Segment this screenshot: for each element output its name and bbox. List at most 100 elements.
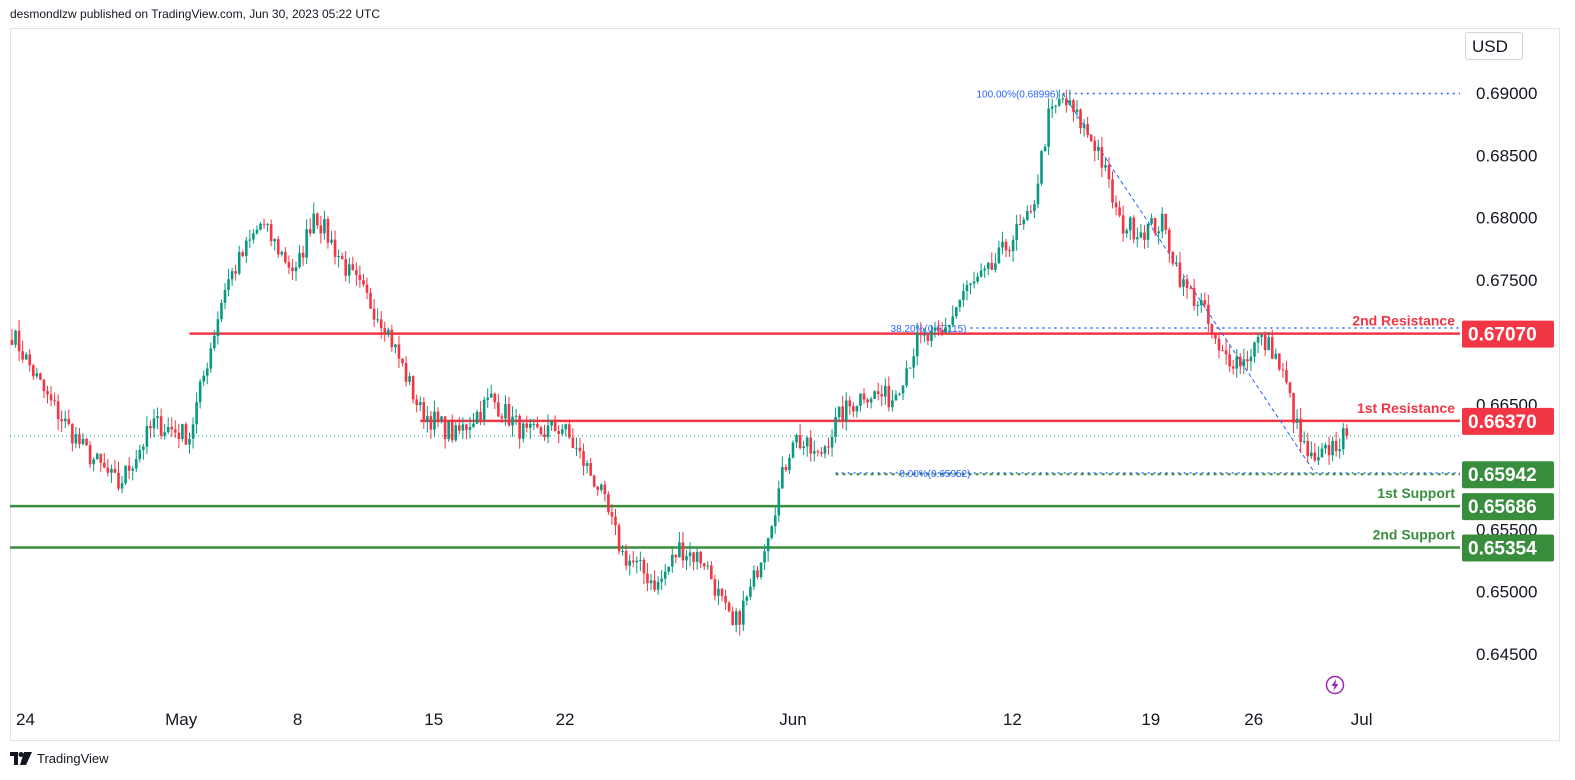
candle-body (493, 393, 497, 403)
candle-body (859, 393, 862, 406)
candle-body (259, 223, 262, 230)
candle-body (1214, 332, 1217, 339)
candle-body (1341, 428, 1345, 450)
lightning-icon[interactable] (1325, 675, 1345, 695)
candle-body (997, 247, 1001, 264)
candle-body (706, 565, 710, 567)
candle-body (447, 421, 450, 440)
price-tag (1462, 534, 1554, 562)
candle-body (710, 565, 713, 580)
candle-body (85, 438, 88, 446)
y-tick-label: 0.64500 (1476, 645, 1537, 664)
candle-body (1040, 151, 1043, 184)
candle-body (198, 381, 202, 403)
candle-body (1121, 215, 1125, 234)
candle-body (1086, 124, 1089, 135)
candle-body (60, 419, 63, 422)
candle-body (681, 542, 685, 561)
candle-body (862, 393, 866, 400)
candle-body (1281, 369, 1285, 371)
candle-body (507, 403, 511, 426)
candle-body (727, 602, 731, 612)
candle-body (1072, 100, 1075, 112)
candle-body (639, 559, 642, 561)
candle-body (479, 411, 482, 420)
candles-layer (10, 89, 1349, 636)
price-tag-label: 0.66370 (1468, 412, 1537, 433)
candle-body (1274, 353, 1278, 359)
currency-selector[interactable]: USD (1465, 32, 1523, 60)
candle-body (979, 270, 983, 277)
candle-body (252, 233, 255, 240)
candle-body (1199, 300, 1203, 305)
candle-body (1210, 323, 1214, 333)
candle-body (614, 516, 617, 526)
candle-body (781, 466, 784, 489)
candle-body (983, 268, 986, 271)
candle-body (642, 559, 646, 574)
candle-body (1203, 300, 1207, 305)
candle-body (276, 239, 280, 255)
x-tick-label: May (165, 710, 198, 729)
candle-body (376, 319, 379, 321)
candle-body (756, 570, 759, 578)
candle-body (1050, 106, 1054, 109)
candle-body (848, 400, 852, 407)
candle-body (784, 466, 788, 471)
candle-body (397, 344, 401, 359)
candle-body (1270, 337, 1274, 359)
candle-body (28, 354, 32, 366)
candle-body (1153, 218, 1157, 234)
candle-body (1310, 452, 1313, 457)
candle-body (692, 552, 695, 562)
candle-body (951, 316, 955, 325)
candle-body (749, 586, 752, 597)
candle-body (1235, 356, 1239, 369)
candle-body (351, 264, 355, 271)
candle-body (1139, 232, 1143, 238)
candle-body (752, 570, 756, 587)
candle-body (21, 351, 24, 360)
chart-frame (10, 28, 1560, 741)
candle-body (35, 373, 39, 377)
candle-body (330, 239, 333, 243)
candle-body (813, 451, 816, 454)
candle-body (1285, 370, 1288, 383)
candle-body (394, 344, 397, 348)
candle-body (1089, 134, 1093, 142)
candle-body (603, 484, 607, 495)
candle-body (571, 437, 575, 449)
candle-body (1143, 232, 1146, 240)
candle-body (1026, 211, 1029, 220)
candle-body (635, 560, 639, 563)
candle-body (578, 447, 582, 452)
candle-body (880, 394, 884, 397)
candle-body (237, 252, 241, 274)
candle-body (358, 274, 362, 281)
candle-body (557, 431, 560, 434)
candle-body (841, 406, 844, 422)
price-tag-label: 0.65354 (1468, 539, 1537, 560)
x-tick-label: 12 (1003, 710, 1022, 729)
candle-body (947, 324, 951, 328)
candle-body (869, 398, 873, 403)
candle-body (926, 334, 930, 342)
candle-body (1168, 229, 1171, 252)
candle-body (809, 437, 813, 454)
candle-body (326, 218, 330, 243)
candle-body (667, 566, 671, 572)
candle-body (766, 538, 770, 552)
candle-body (553, 421, 557, 432)
candle-body (901, 385, 905, 394)
candle-body (582, 451, 585, 466)
candle-body (504, 403, 507, 419)
candle-body (429, 416, 433, 430)
candle-body (177, 432, 181, 439)
price-labels-layer: 0.67070 0.66370 0.65942 0.65686 0.65354 (1462, 320, 1554, 562)
candle-body (1224, 350, 1228, 355)
candle-body (482, 399, 486, 420)
candle-body (958, 299, 962, 308)
candle-body (536, 423, 539, 428)
candle-body (830, 436, 834, 448)
